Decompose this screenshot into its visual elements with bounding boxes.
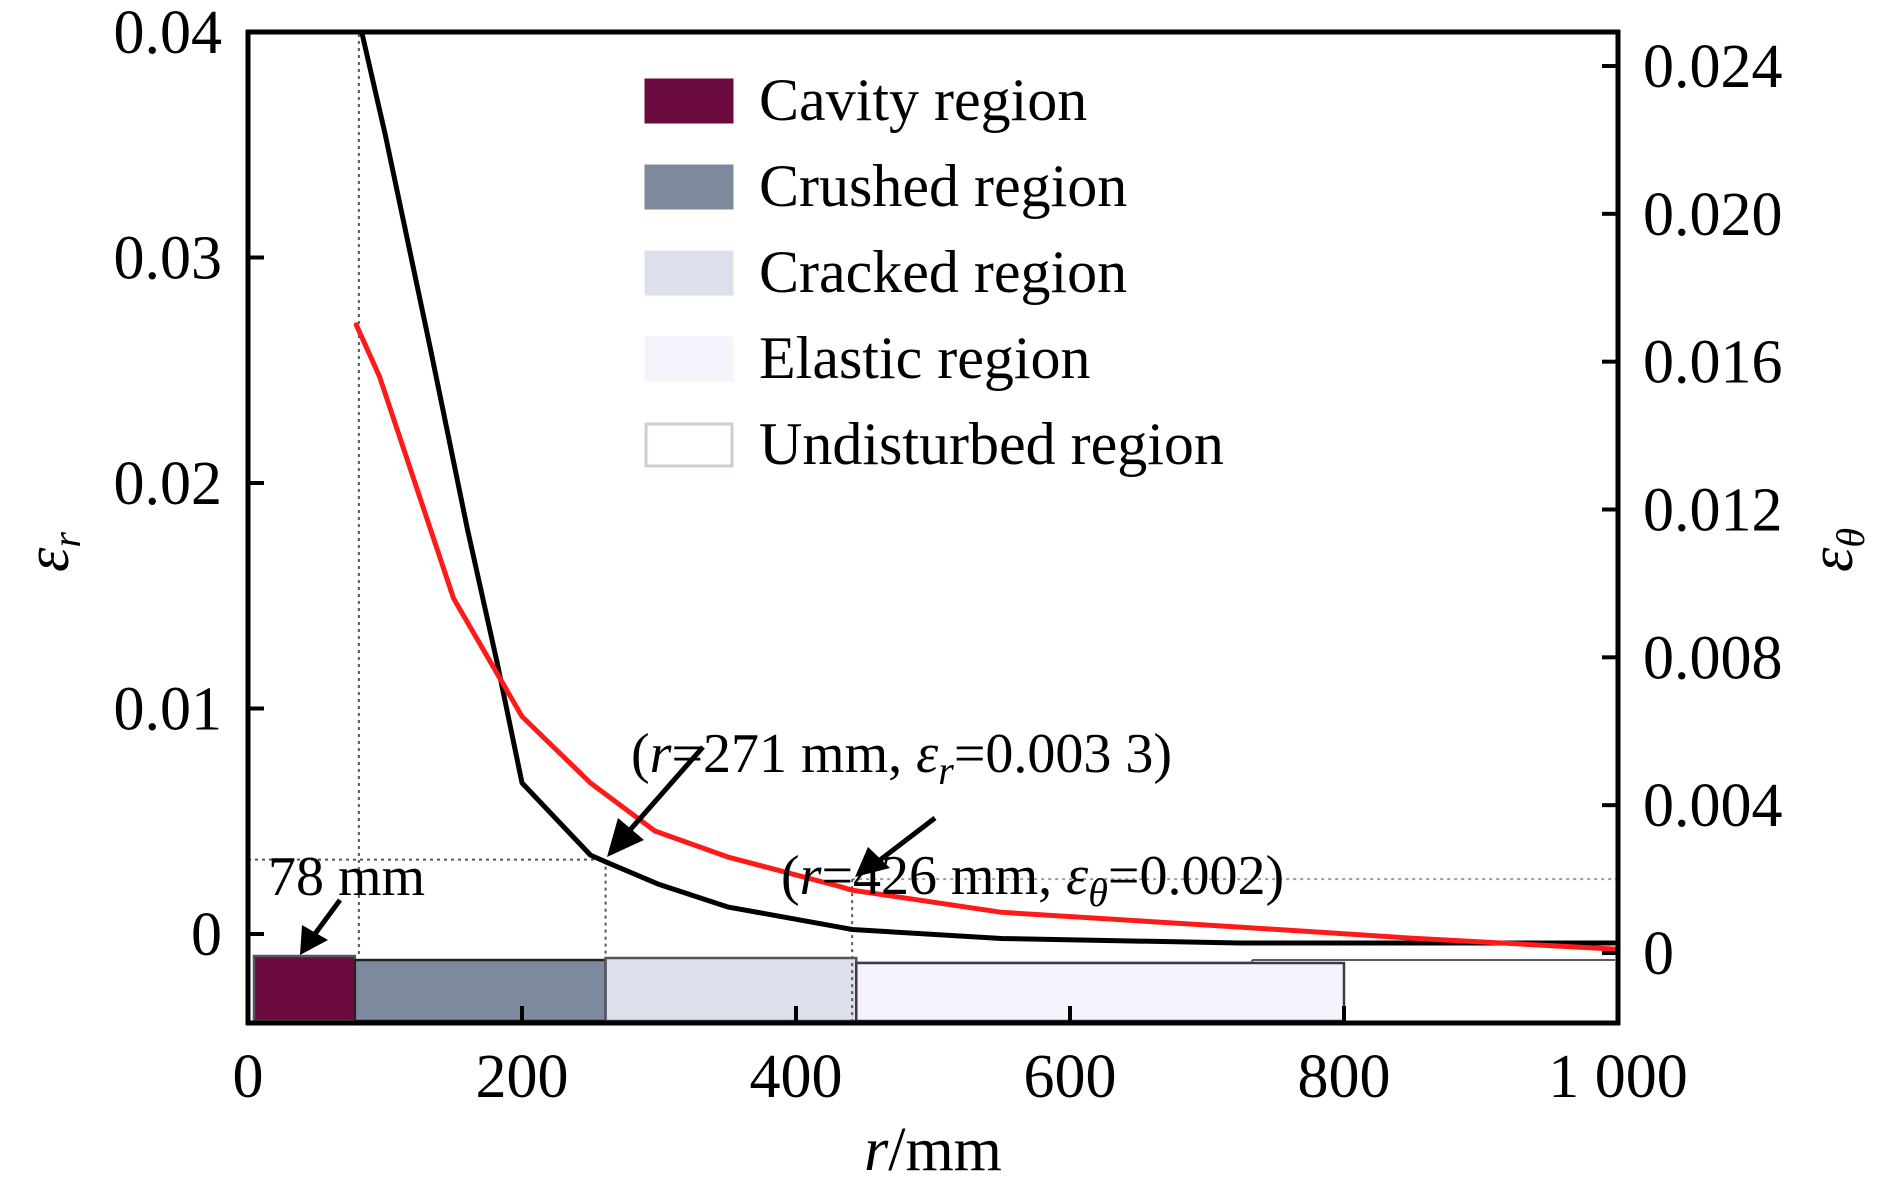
annotation-er-sub: r [938, 748, 954, 793]
arrow-er-head [607, 818, 644, 857]
y-left-title-sub: r [44, 532, 89, 548]
y-right-tick-label: 0.008 [1643, 624, 1783, 692]
y-right-tick-label: 0.012 [1643, 477, 1783, 545]
legend-swatch-crushed-region [644, 164, 734, 210]
annotations: 78 mm (r=271 mm, εr=0.003 3) (r=426 mm, … [268, 723, 1284, 955]
annotation-et-eq1: =426 mm, [821, 845, 1066, 907]
region-bar-cracked-region [604, 956, 858, 1023]
x-tick-label: 800 [1298, 1043, 1391, 1111]
annotation-et-eq2: =0.002) [1108, 845, 1284, 907]
arrow-etheta [855, 816, 937, 877]
annotation-et-var: r [800, 845, 822, 907]
legend-swatch-cracked-region [644, 250, 734, 296]
annotation-etheta-point: (r=426 mm, εθ=0.002) [781, 845, 1284, 915]
y-left-tick-label: 0.03 [114, 225, 223, 293]
x-axis-title: r/mm [864, 1116, 1002, 1184]
annotation-er-open: ( [631, 723, 650, 785]
annotation-et-symbol: ε [1066, 845, 1089, 907]
arrow-cavity [300, 898, 343, 955]
annotation-er-eq2: =0.003 3) [954, 723, 1172, 785]
x-tick-label: 1 000 [1548, 1043, 1688, 1111]
y-left-tick-label: 0 [191, 901, 222, 969]
axis-ticks: 0 200 400 600 800 1 000 0 0.01 0.02 0.03 0.04 0 0.00… [114, 0, 1783, 1111]
y-left-title-symbol: ε [14, 547, 82, 572]
x-axis-title-unit: /mm [888, 1116, 1002, 1184]
x-tick-label: 200 [476, 1043, 569, 1111]
legend-swatch-undisturbed-region [644, 422, 734, 468]
legend-label-cracked-region: Cracked region [759, 239, 1127, 305]
guide-lines [248, 34, 1618, 1020]
legend-swatch-cavity-region [644, 78, 734, 124]
annotation-cavity-radius: 78 mm [268, 846, 425, 908]
x-axis-title-var: r [864, 1116, 889, 1184]
annotation-et-open: ( [781, 845, 800, 907]
y-right-title-sub: θ [1828, 528, 1873, 548]
y-right-title-symbol: ε [1798, 547, 1866, 572]
legend: Cavity region Crushed region Cracked regio… [644, 67, 1224, 477]
annotation-er-symbol: ε [916, 723, 939, 785]
arrow-er [607, 745, 705, 857]
y-right-tick-label: 0 [1643, 920, 1674, 988]
x-tick-label: 600 [1024, 1043, 1117, 1111]
y-right-axis-title: εθ [1798, 528, 1873, 572]
region-bar-crushed-region [353, 958, 607, 1023]
x-tick-label: 0 [233, 1043, 264, 1111]
legend-label-crushed-region: Crushed region [759, 153, 1127, 219]
series-line-epsilon-r [359, 29, 1621, 946]
region-bars [252, 954, 1615, 1023]
y-right-tick-label: 0.020 [1643, 181, 1783, 249]
axes-frame [245, 29, 1621, 1026]
annotation-et-sub: θ [1088, 870, 1108, 915]
annotation-er-var: r [650, 723, 672, 785]
y-right-tick-label: 0.024 [1643, 33, 1783, 101]
y-left-axis-title: εr [14, 532, 89, 572]
legend-label-undisturbed-region: Undisturbed region [759, 411, 1224, 477]
series-line-epsilon-theta [353, 322, 1621, 952]
annotation-er-eq1: =271 mm, [671, 723, 916, 785]
legend-label-elastic-region: Elastic region [759, 325, 1091, 391]
y-right-tick-label: 0.016 [1643, 329, 1783, 397]
y-left-tick-label: 0.04 [114, 0, 223, 67]
y-left-tick-label: 0.02 [114, 450, 223, 518]
x-tick-label: 400 [750, 1043, 843, 1111]
region-bar-cavity-region [252, 954, 357, 1023]
legend-label-cavity-region: Cavity region [759, 67, 1087, 133]
y-right-tick-label: 0.004 [1643, 772, 1783, 840]
annotation-er-point: (r=271 mm, εr=0.003 3) [631, 723, 1172, 793]
region-bar-elastic-region-front [855, 961, 1346, 1023]
arrow-etheta-head [855, 847, 890, 877]
legend-swatch-elastic-region [644, 336, 734, 382]
series-lines [353, 29, 1621, 952]
arrow-cavity-head [300, 925, 328, 955]
y-left-tick-label: 0.01 [114, 676, 223, 744]
